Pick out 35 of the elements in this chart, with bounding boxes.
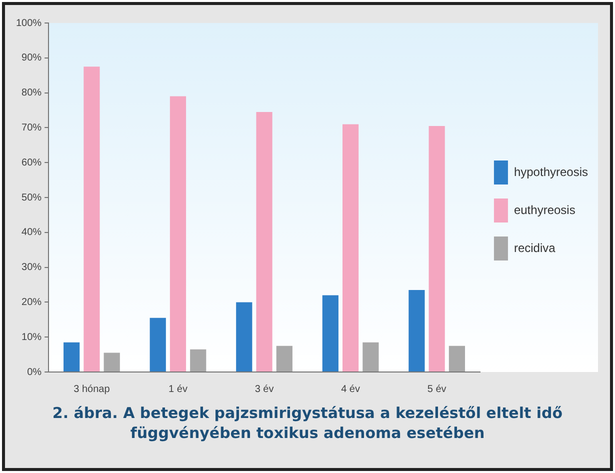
x-tick-label: 5 év: [427, 384, 446, 395]
y-tick-label: 10%: [22, 332, 42, 343]
y-tick-label: 60%: [22, 157, 42, 168]
legend-label: recidiva: [514, 240, 556, 255]
y-tick-label: 40%: [22, 227, 42, 238]
bar: [64, 342, 80, 372]
x-tick-label: 1 év: [168, 384, 188, 395]
x-tick-label: 3 év: [254, 384, 274, 395]
x-tick-label: 3 hónap: [74, 384, 110, 395]
y-tick-label: 80%: [22, 88, 42, 99]
y-tick-label: 70%: [22, 122, 42, 134]
y-tick-label: 100%: [16, 18, 42, 29]
legend-label: hypothyreosis: [514, 164, 588, 179]
text: 2. ábra. A betegek pajzsmirigystátusa a kezeléstől eltelt idő függvényében toxikus adenoma esetében: [51, 403, 564, 443]
x-tick-label: 4 év: [341, 384, 360, 395]
bar: [236, 302, 252, 372]
bar: [84, 66, 100, 372]
bar: [150, 318, 166, 372]
bar: [342, 124, 359, 372]
bar: [322, 295, 338, 372]
bar: [170, 96, 186, 372]
y-tick-label: 0%: [27, 366, 42, 378]
y-tick-label: 20%: [22, 296, 42, 308]
bar: [428, 126, 445, 372]
bar: [190, 349, 206, 372]
bar: [362, 342, 379, 372]
bar: [276, 346, 292, 372]
y-tick-label: 90%: [22, 52, 42, 64]
bar: [104, 352, 120, 372]
bar: [448, 346, 466, 372]
bar: [256, 112, 272, 372]
bar: [408, 290, 425, 372]
legend-label: euthyreosis: [514, 202, 576, 217]
y-tick-label: 50%: [22, 192, 42, 204]
y-tick-label: 30%: [22, 262, 42, 274]
